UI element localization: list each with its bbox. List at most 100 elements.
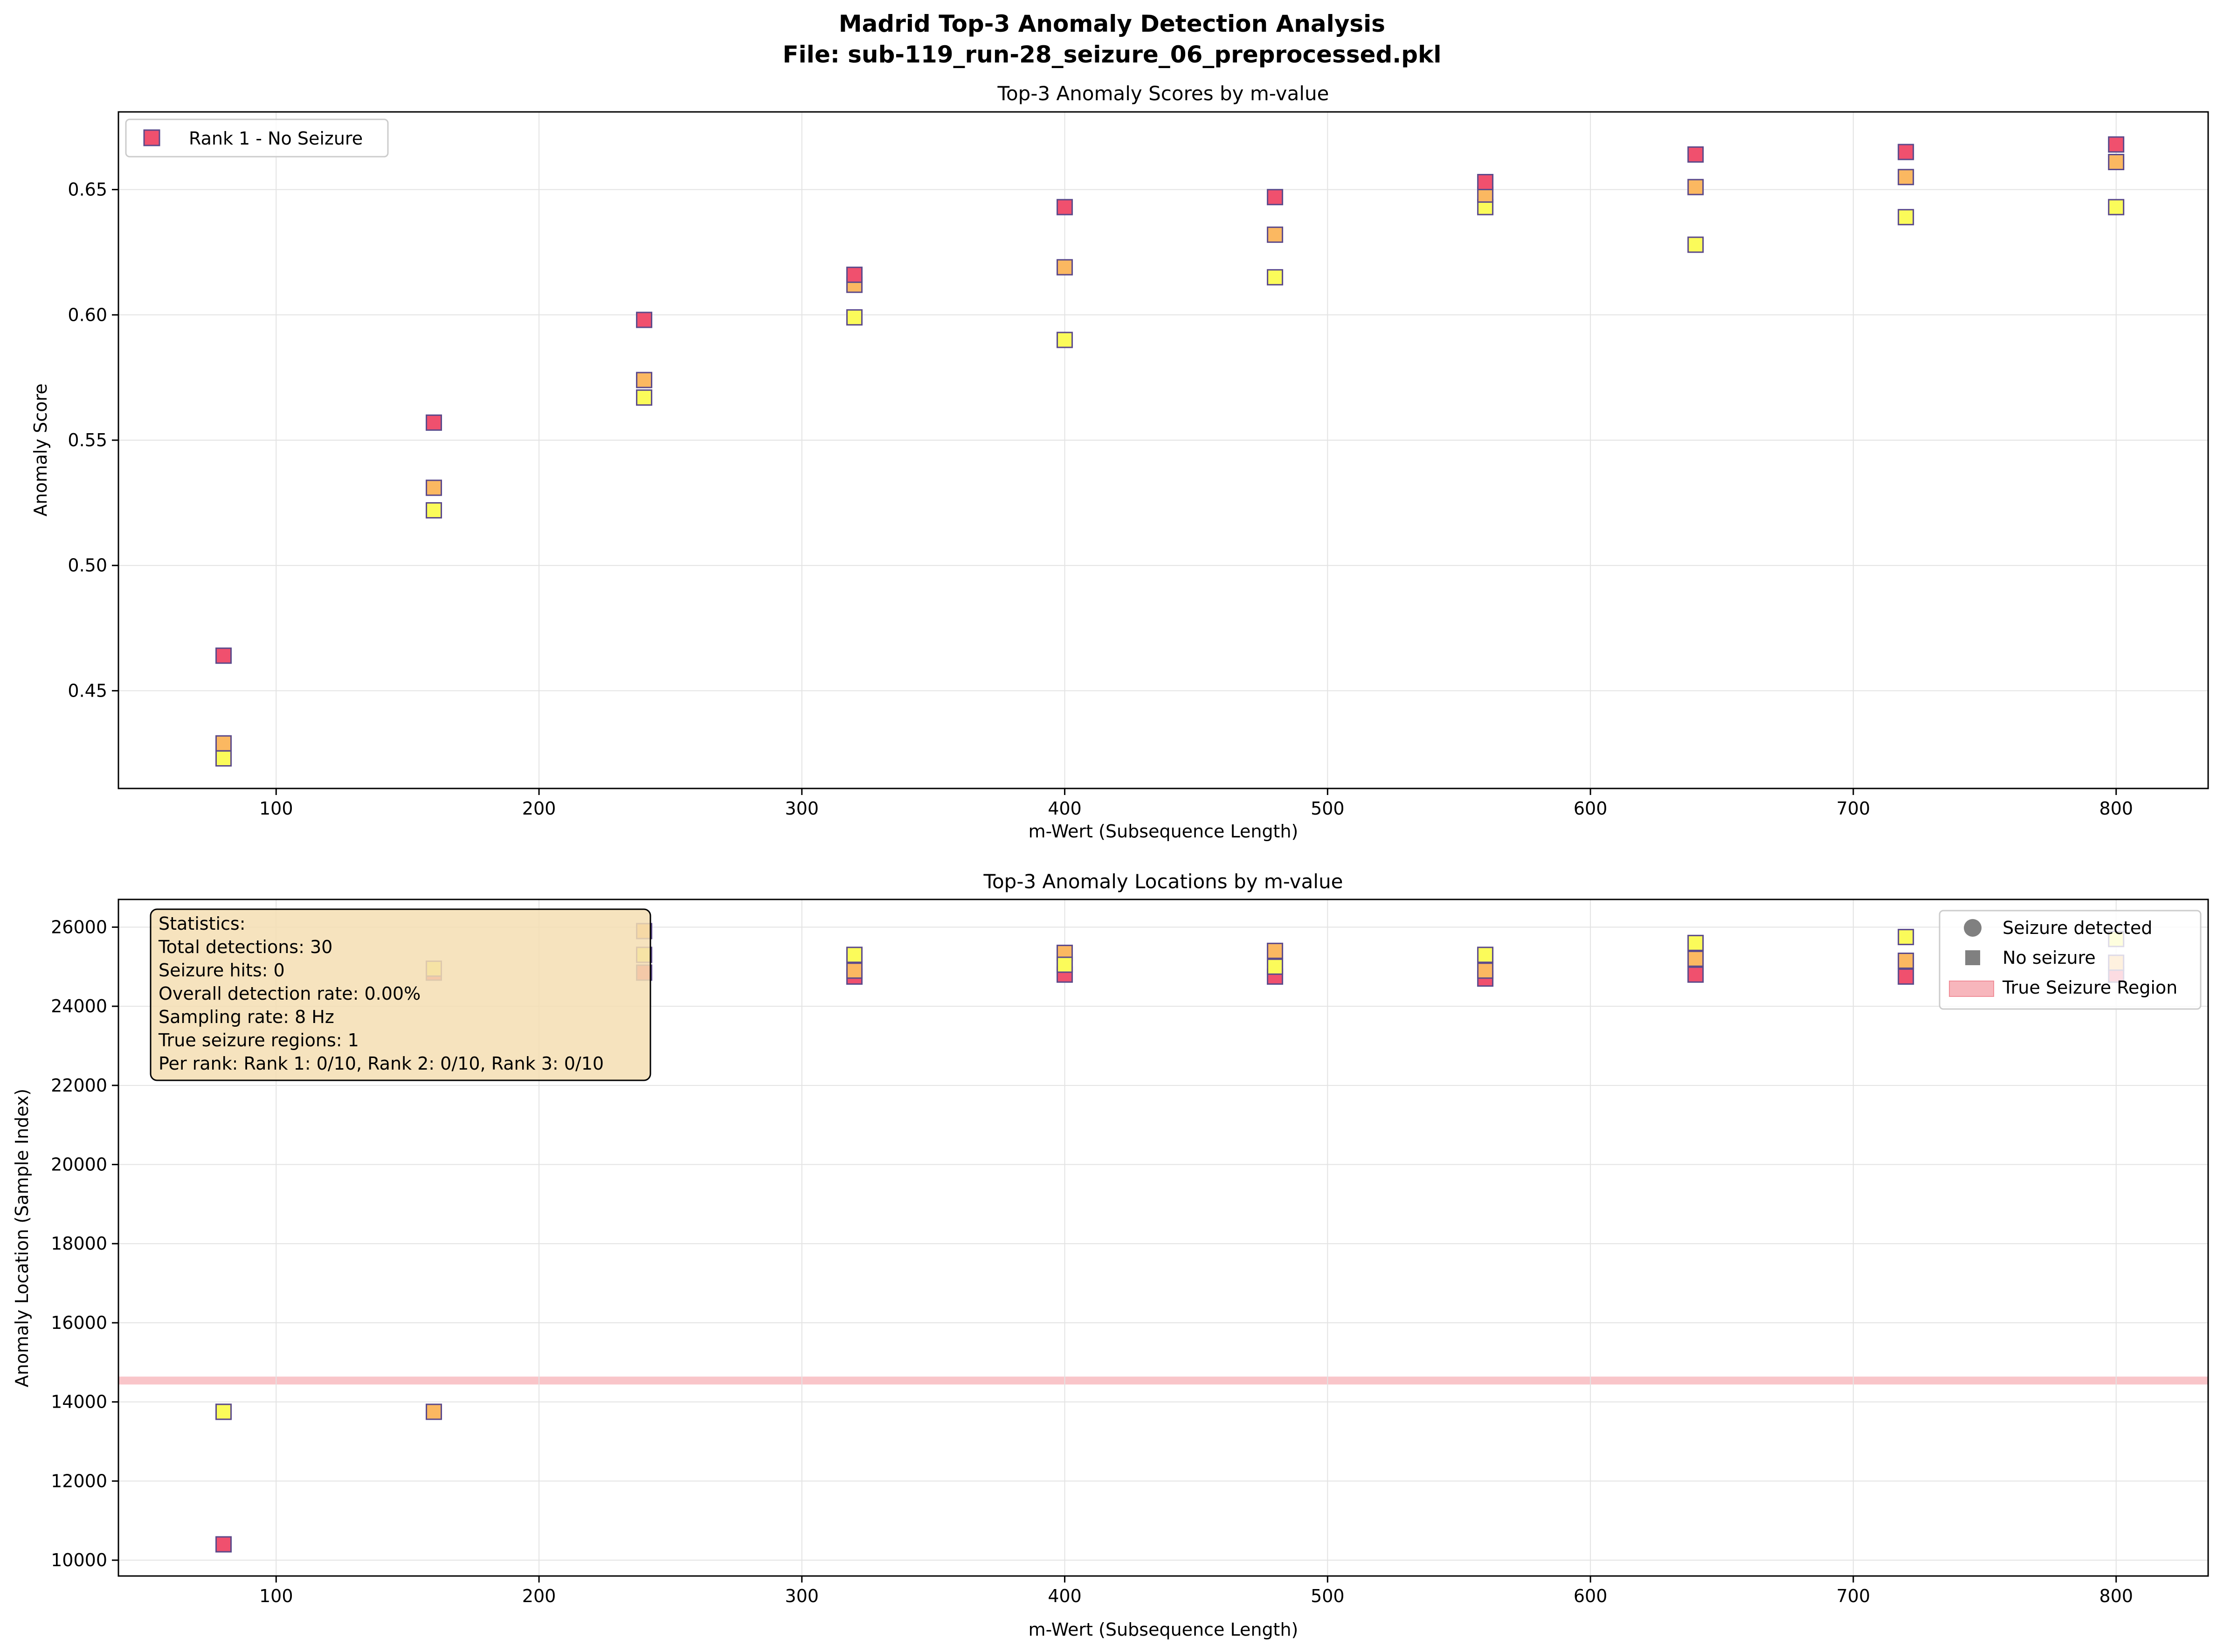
- scores-point-rank1: [1477, 173, 1494, 190]
- true-seizure-region-band: [118, 1376, 2208, 1385]
- locations-panel: Top-3 Anomaly Locations by m-value 100 20…: [12, 870, 2209, 1640]
- locations-legend-box: [1939, 910, 2202, 1010]
- locations-point-rank2: [1267, 942, 1284, 959]
- scores-x-axis-label: m-Wert (Subsequence Length): [1029, 821, 1298, 842]
- scores-point-rank2: [1267, 226, 1284, 243]
- locations-point-rank3: [1057, 956, 1073, 973]
- locations-point-rank3: [215, 1403, 232, 1420]
- scores-point-rank3: [426, 502, 442, 518]
- legend-seizure-detected-marker: [1964, 919, 1982, 937]
- scores-y-tick-label: 0.50: [68, 555, 107, 576]
- scores-plot-area: [118, 112, 2208, 788]
- scores-point-rank1: [1057, 199, 1073, 215]
- locations-legend-no-seizure-label: No seizure: [2003, 947, 2096, 968]
- scores-point-rank3: [846, 309, 863, 326]
- locations-y-tick-label: 20000: [51, 1154, 107, 1175]
- scores-x-tick-label: 500: [1311, 798, 1345, 819]
- scores-point-rank2: [426, 479, 442, 496]
- scores-point-rank2: [636, 372, 653, 388]
- statistics-line-1: Statistics:: [159, 913, 246, 934]
- scores-point-rank1: [1898, 144, 1914, 160]
- locations-point-rank3: [1898, 929, 1914, 946]
- locations-point-rank2: [1898, 953, 1914, 969]
- locations-x-tick-label: 700: [1837, 1586, 1871, 1606]
- locations-y-tick-label: 16000: [51, 1313, 107, 1333]
- scores-panel-title: Top-3 Anomaly Scores by m-value: [997, 82, 1329, 105]
- locations-plot-frame: [117, 899, 2209, 1577]
- scores-point-rank3: [636, 389, 653, 406]
- statistics-box-background: [150, 908, 651, 1081]
- locations-y-tick-label: 24000: [51, 996, 107, 1016]
- locations-x-tick-label: 600: [1574, 1586, 1608, 1606]
- locations-point-rank3: [1267, 958, 1284, 975]
- scores-y-tick-label: 0.45: [68, 680, 107, 701]
- locations-y-tick-label: 10000: [51, 1550, 107, 1570]
- locations-point-rank1: [1898, 968, 1914, 985]
- locations-axis-ticks: 100 200 300 400 500 600 700 800 10000 12000 14000 1…: [51, 917, 2133, 1606]
- scores-y-tick-label: 0.60: [68, 304, 107, 325]
- statistics-line-7: Per rank: Rank 1: 0/10, Rank 2: 0/10, Ra…: [159, 1053, 604, 1074]
- scores-y-tick-label: 0.55: [68, 430, 107, 450]
- legend-true-seizure-region-swatch: [1949, 981, 1994, 997]
- scores-point-rank1: [215, 647, 232, 664]
- legend-no-seizure-marker: [1965, 950, 1980, 965]
- locations-x-tick-label: 200: [522, 1586, 556, 1606]
- locations-legend-seizure-detected-label: Seizure detected: [2003, 918, 2152, 938]
- scores-y-axis-label: Anomaly Score: [30, 383, 51, 516]
- legend-rank1-marker: [143, 129, 160, 146]
- scores-legend-rank1-label: Rank 1 - No Seizure: [189, 128, 363, 149]
- scores-x-tick-label: 600: [1574, 798, 1608, 819]
- locations-y-tick-label: 22000: [51, 1075, 107, 1096]
- statistics-box: Statistics: Total detections: 30 Seizure…: [150, 908, 651, 1081]
- locations-point-rank3: [846, 947, 863, 963]
- scores-point-rank2: [1057, 259, 1073, 276]
- scores-point-rank1: [1267, 189, 1284, 206]
- scores-point-rank3: [1057, 332, 1073, 348]
- scores-point-rank1: [1687, 146, 1704, 163]
- suptitle-line-1: Madrid Top-3 Anomaly Detection Analysis: [839, 10, 1385, 37]
- scores-point-rank3: [1687, 236, 1704, 253]
- scores-legend: Rank 1 - No Seizure: [125, 118, 389, 158]
- locations-point-rank2: [1687, 950, 1704, 967]
- statistics-line-6: True seizure regions: 1: [158, 1030, 359, 1051]
- locations-point-rank2: [426, 1403, 442, 1420]
- locations-y-tick-label: 12000: [51, 1471, 107, 1491]
- locations-legend-region-label: True Seizure Region: [2002, 977, 2177, 998]
- scores-point-rank1: [636, 311, 653, 328]
- scores-x-tick-label: 200: [522, 798, 556, 819]
- locations-panel-title: Top-3 Anomaly Locations by m-value: [983, 870, 1343, 893]
- scores-point-rank2: [215, 735, 232, 752]
- locations-x-tick-label: 800: [2099, 1586, 2133, 1606]
- scores-x-tick-label: 100: [259, 798, 293, 819]
- scores-point-rank3: [215, 750, 232, 767]
- scores-point-rank2: [1898, 169, 1914, 186]
- scores-point-rank3: [1898, 209, 1914, 226]
- scores-x-tick-label: 800: [2099, 798, 2133, 819]
- locations-point-rank3: [1477, 947, 1494, 963]
- locations-y-axis-label: Anomaly Location (Sample Index): [12, 1089, 32, 1387]
- locations-point-rank3: [1687, 934, 1704, 951]
- locations-x-tick-label: 400: [1048, 1586, 1082, 1606]
- scores-x-tick-label: 700: [1837, 798, 1871, 819]
- locations-y-tick-label: 26000: [51, 917, 107, 937]
- scores-legend-box: [125, 118, 389, 158]
- statistics-line-3: Seizure hits: 0: [159, 960, 285, 981]
- scores-x-tick-label: 300: [785, 798, 819, 819]
- locations-point-rank1: [215, 1536, 232, 1553]
- scores-point-rank3: [1267, 269, 1284, 286]
- scores-point-rank2: [1687, 179, 1704, 195]
- locations-point-rank2: [1477, 962, 1494, 979]
- locations-point-rank2: [846, 962, 863, 979]
- scores-y-tick-label: 0.65: [68, 180, 107, 200]
- locations-x-tick-label: 300: [785, 1586, 819, 1606]
- locations-x-tick-label: 500: [1311, 1586, 1345, 1606]
- locations-y-tick-label: 18000: [51, 1233, 107, 1254]
- scores-point-rank1: [426, 414, 442, 431]
- scores-plot-frame: [117, 111, 2209, 789]
- scores-axis-ticks: 100 200 300 400 500 600 700 800 0.45 0.50 0.55 0.60…: [68, 180, 2133, 819]
- suptitle-line-2: File: sub-119_run-28_seizure_06_preproce…: [783, 41, 1442, 68]
- locations-x-axis-label: m-Wert (Subsequence Length): [1029, 1619, 1298, 1640]
- scores-point-rank1: [2108, 136, 2125, 153]
- statistics-line-5: Sampling rate: 8 Hz: [159, 1007, 334, 1027]
- locations-legend: Seizure detected No seizure True Seizure…: [1939, 910, 2202, 1010]
